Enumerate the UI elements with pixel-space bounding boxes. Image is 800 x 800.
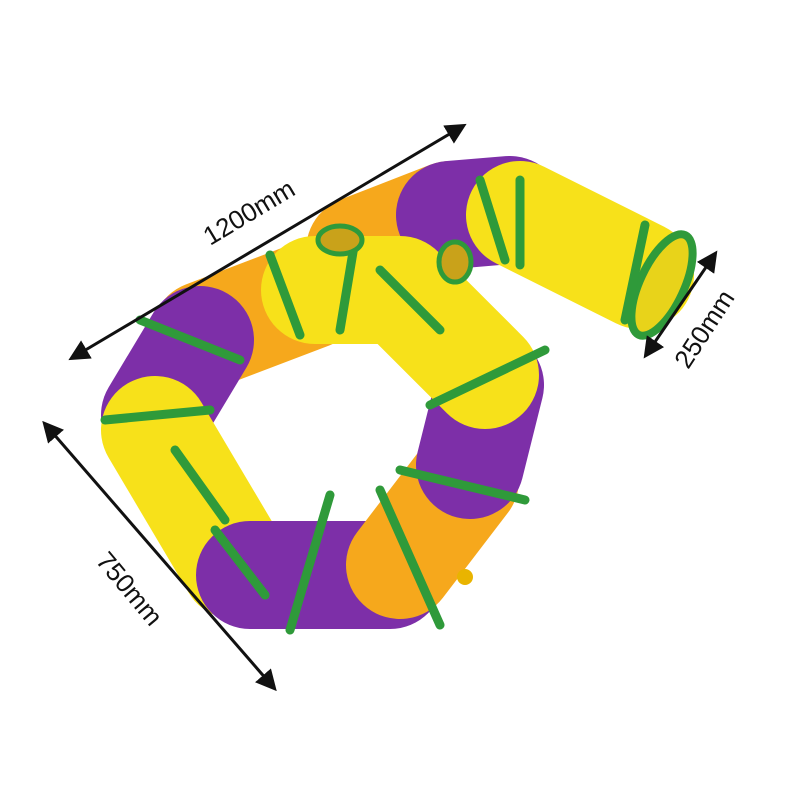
dimension-arrow (643, 250, 718, 359)
dimension-arrow (42, 420, 277, 692)
toy-ball (457, 569, 473, 585)
band (620, 220, 650, 325)
tunnel-hole (315, 223, 365, 257)
band (285, 490, 335, 635)
tunnel-hole (436, 239, 474, 285)
band (375, 485, 445, 630)
tunnel-segment (466, 161, 694, 329)
dimension-arrow (68, 123, 467, 361)
band (425, 345, 550, 410)
band (395, 465, 530, 505)
band (100, 405, 215, 425)
band (475, 175, 510, 265)
